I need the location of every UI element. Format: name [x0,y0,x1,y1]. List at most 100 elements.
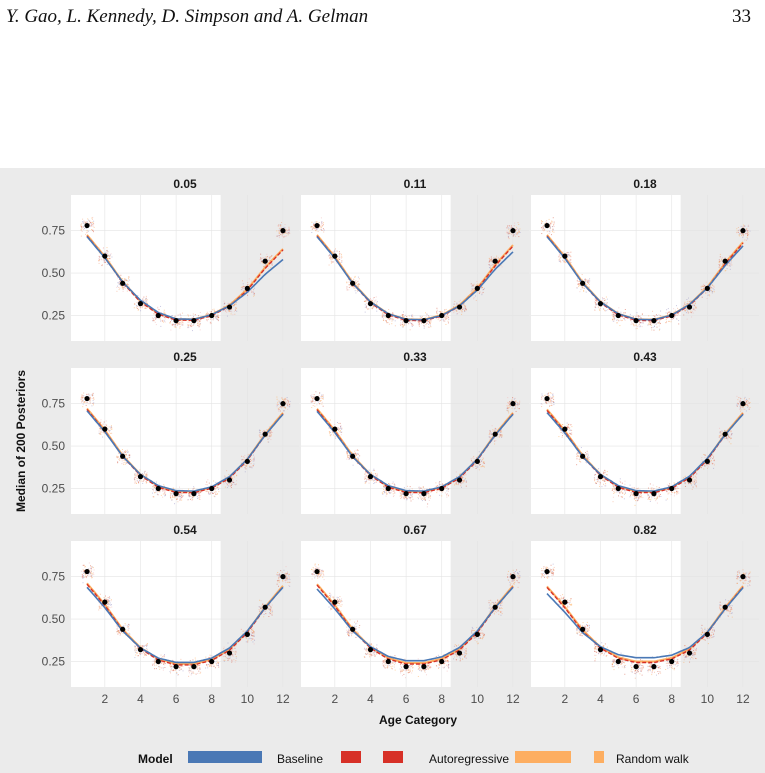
posterior-sample [549,227,551,229]
posterior-sample [82,225,84,227]
posterior-sample [236,310,238,312]
posterior-sample [550,223,552,225]
posterior-sample [552,228,554,230]
posterior-sample [179,499,181,501]
posterior-sample [136,305,138,307]
posterior-sample [181,496,183,498]
posterior-sample [515,229,517,231]
posterior-sample [666,498,668,500]
posterior-sample [389,317,391,319]
posterior-sample [355,287,357,289]
posterior-sample [124,451,126,453]
posterior-sample [652,310,654,312]
posterior-sample [153,320,155,322]
posterior-sample [217,489,219,491]
posterior-sample [675,305,677,307]
truth-point [280,228,286,234]
posterior-sample [463,302,465,304]
posterior-sample [251,280,253,282]
posterior-sample [566,253,568,255]
posterior-sample [336,250,338,252]
posterior-sample [553,223,555,225]
posterior-sample [136,480,138,482]
posterior-sample [199,325,201,327]
posterior-sample [687,300,689,302]
posterior-sample [319,400,321,402]
posterior-sample [90,397,92,399]
posterior-sample [356,458,358,460]
posterior-sample [267,441,269,443]
posterior-sample [259,437,261,439]
posterior-sample [444,317,446,319]
posterior-sample [458,311,460,313]
posterior-sample [81,230,83,232]
posterior-sample [125,461,127,463]
posterior-sample [702,285,704,287]
posterior-sample [253,458,255,460]
posterior-sample [347,451,349,453]
posterior-sample [463,308,465,310]
posterior-sample [212,492,214,494]
posterior-sample [629,313,631,315]
posterior-sample [267,260,269,262]
posterior-sample [542,229,544,231]
posterior-sample [140,310,142,312]
posterior-sample [620,319,622,321]
posterior-sample [177,495,179,497]
posterior-sample [91,218,93,220]
posterior-sample [85,233,87,235]
posterior-sample [541,227,543,229]
posterior-sample [676,492,678,494]
posterior-sample [134,303,136,305]
posterior-sample [613,491,615,493]
posterior-sample [118,459,120,461]
posterior-sample [614,313,616,315]
posterior-sample [116,456,118,458]
posterior-sample [371,300,373,302]
posterior-sample [392,493,394,495]
posterior-sample [720,261,722,263]
posterior-sample [100,421,102,423]
posterior-sample [564,260,566,262]
posterior-sample [346,281,348,283]
truth-point [615,312,621,319]
posterior-sample [579,460,581,462]
posterior-sample [313,222,315,224]
posterior-sample [123,286,125,288]
posterior-sample [266,429,268,431]
posterior-sample [231,301,233,303]
posterior-sample [703,287,705,289]
posterior-sample [567,426,569,428]
posterior-sample [418,325,420,327]
posterior-sample [340,262,342,264]
posterior-sample [604,300,606,302]
posterior-sample [541,406,543,408]
truth-point [262,258,268,264]
posterior-sample [392,317,394,319]
posterior-sample [253,292,255,294]
posterior-sample [747,238,749,240]
posterior-sample [226,470,228,472]
posterior-sample [352,286,354,288]
posterior-sample [597,307,599,309]
posterior-sample [209,323,211,325]
posterior-sample [143,472,145,474]
truth-point [385,312,391,319]
posterior-sample [260,253,262,255]
posterior-sample [695,481,697,483]
posterior-sample [217,485,219,487]
posterior-sample [596,479,598,481]
posterior-sample [187,327,189,329]
posterior-sample [88,220,90,222]
posterior-sample [632,317,634,319]
posterior-sample [581,287,583,289]
posterior-sample [739,233,741,235]
posterior-sample [288,233,290,235]
posterior-sample [89,398,91,400]
posterior-sample [340,255,342,257]
posterior-sample [489,260,491,262]
posterior-sample [230,308,232,310]
posterior-sample [145,300,147,302]
posterior-sample [374,473,376,475]
posterior-sample [199,492,201,494]
